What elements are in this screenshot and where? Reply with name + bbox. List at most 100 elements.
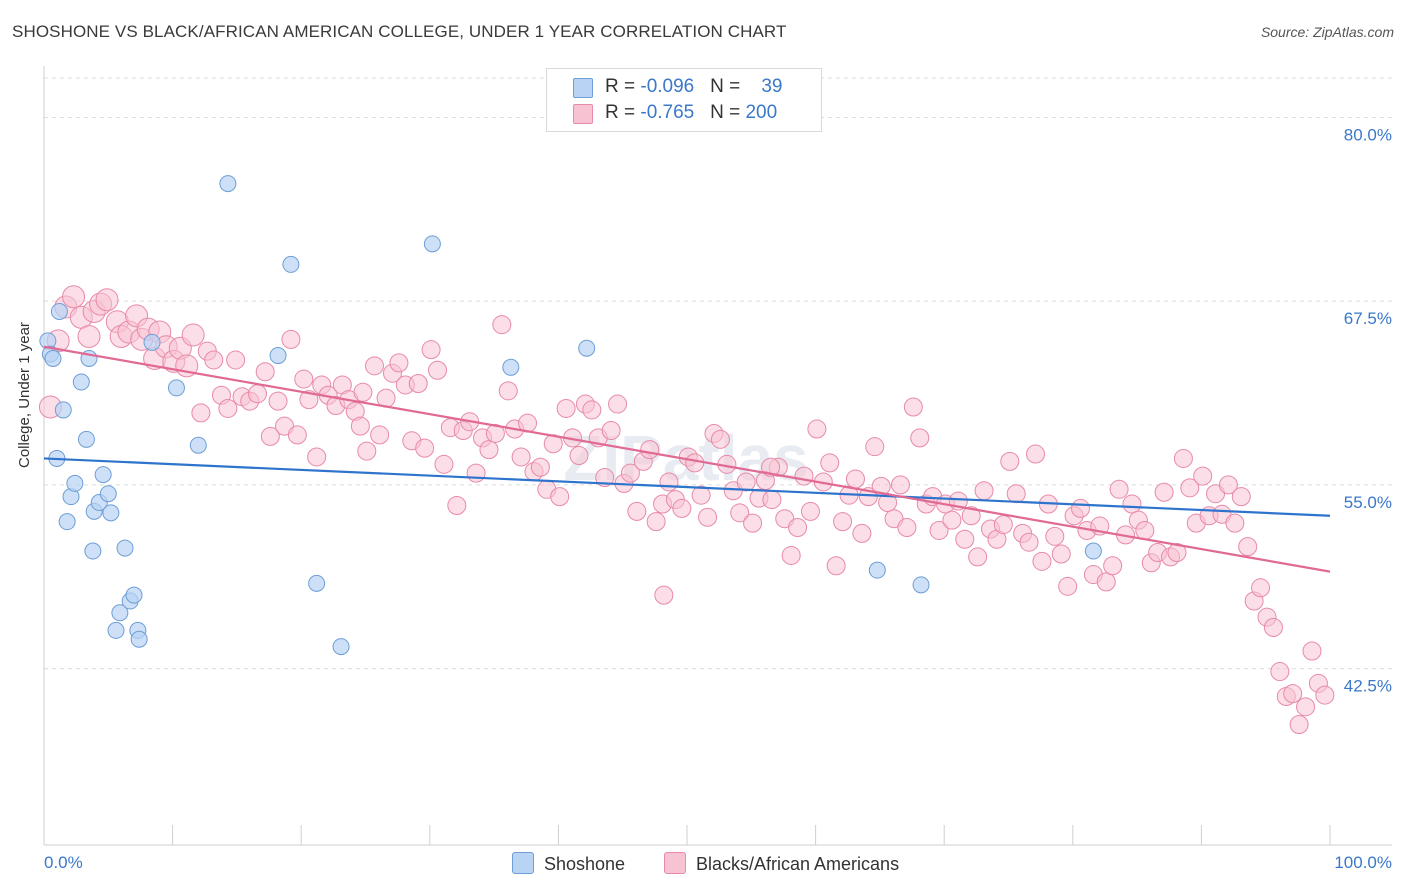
data-point-shoshone bbox=[125, 586, 143, 604]
data-point-black bbox=[710, 429, 730, 449]
data-point-shoshone bbox=[912, 576, 930, 594]
data-point-black bbox=[1315, 685, 1335, 705]
data-point-black bbox=[408, 373, 428, 393]
data-point-black bbox=[736, 472, 756, 492]
data-point-black bbox=[268, 391, 288, 411]
data-point-shoshone bbox=[332, 638, 350, 656]
trend-line-black bbox=[43, 345, 1331, 573]
data-point-black bbox=[942, 510, 962, 530]
data-point-black bbox=[1032, 551, 1052, 571]
data-point-black bbox=[691, 485, 711, 505]
data-point-shoshone bbox=[578, 339, 596, 357]
data-point-black bbox=[1051, 544, 1071, 564]
series-black-african-americans bbox=[38, 285, 1335, 734]
data-point-black bbox=[247, 384, 267, 404]
data-point-black bbox=[1096, 572, 1116, 592]
data-point-black bbox=[1000, 451, 1020, 471]
data-point-black bbox=[968, 547, 988, 567]
legend-item-shoshone[interactable]: Shoshone bbox=[512, 852, 625, 875]
data-point-black bbox=[1045, 526, 1065, 546]
data-point-black bbox=[640, 440, 660, 460]
data-point-black bbox=[62, 285, 86, 309]
data-point-shoshone bbox=[94, 466, 112, 484]
data-point-black bbox=[255, 362, 275, 382]
data-point-shoshone bbox=[50, 302, 68, 320]
data-point-black bbox=[556, 398, 576, 418]
data-point-black bbox=[852, 523, 872, 543]
data-point-black bbox=[181, 323, 205, 347]
data-point-black bbox=[1135, 520, 1155, 540]
data-point-black bbox=[698, 507, 718, 527]
source-label: Source: ZipAtlas.com bbox=[1260, 24, 1394, 40]
data-point-shoshone bbox=[1084, 542, 1102, 560]
data-point-black bbox=[95, 288, 119, 312]
data-point-shoshone bbox=[868, 561, 886, 579]
data-point-shoshone bbox=[308, 574, 326, 592]
n-value-shoshone: 39 bbox=[761, 76, 783, 97]
data-point-shoshone bbox=[58, 513, 76, 531]
n-label: N = bbox=[710, 102, 746, 123]
data-point-black bbox=[1218, 475, 1238, 495]
y-axis-label: College, Under 1 year bbox=[16, 322, 33, 468]
data-point-black bbox=[1154, 482, 1174, 502]
data-point-black bbox=[595, 468, 615, 488]
data-point-shoshone bbox=[72, 373, 90, 391]
data-point-black bbox=[307, 447, 327, 467]
data-point-black bbox=[1006, 484, 1026, 504]
data-point-black bbox=[910, 428, 930, 448]
data-point-black bbox=[743, 513, 763, 533]
r-value-black: -0.765 bbox=[640, 102, 695, 123]
data-point-black bbox=[485, 423, 505, 443]
data-point-shoshone bbox=[84, 542, 102, 560]
shoshone-swatch bbox=[573, 78, 593, 98]
data-point-black bbox=[466, 463, 486, 483]
data-point-shoshone bbox=[423, 235, 441, 253]
data-point-black bbox=[993, 515, 1013, 535]
data-point-black bbox=[730, 503, 750, 523]
data-point-black bbox=[1289, 714, 1309, 734]
data-point-black bbox=[294, 369, 314, 389]
data-point-black bbox=[961, 506, 981, 526]
data-point-black bbox=[1167, 543, 1187, 563]
x-tick-label: 100.0% bbox=[1334, 853, 1392, 872]
data-point-black bbox=[434, 454, 454, 474]
legend-item-black[interactable]: Blacks/African Americans bbox=[664, 852, 899, 875]
data-point-black bbox=[781, 545, 801, 565]
data-point-black bbox=[627, 501, 647, 521]
series-shoshone bbox=[39, 175, 1102, 656]
data-point-black bbox=[350, 416, 370, 436]
data-point-shoshone bbox=[502, 358, 520, 376]
data-point-black bbox=[1238, 537, 1258, 557]
data-point-black bbox=[365, 356, 385, 376]
data-point-black bbox=[820, 453, 840, 473]
black-legend-label: Blacks/African Americans bbox=[696, 854, 900, 874]
data-point-black bbox=[845, 469, 865, 489]
data-point-black bbox=[1231, 487, 1251, 507]
data-point-black bbox=[1058, 576, 1078, 596]
data-point-black bbox=[569, 446, 589, 465]
data-point-black bbox=[357, 441, 377, 461]
data-point-black bbox=[218, 398, 238, 418]
r-label: R = bbox=[605, 102, 641, 123]
grid-lines bbox=[44, 77, 1392, 670]
data-point-black bbox=[582, 400, 602, 420]
data-point-shoshone bbox=[143, 333, 161, 351]
shoshone-legend-swatch bbox=[512, 852, 534, 874]
data-point-shoshone bbox=[66, 474, 84, 492]
data-point-shoshone bbox=[99, 485, 117, 503]
data-point-black bbox=[191, 403, 211, 423]
data-point-black bbox=[762, 490, 782, 510]
n-label: N = bbox=[710, 76, 746, 97]
data-point-black bbox=[428, 360, 448, 380]
data-point-black bbox=[77, 324, 101, 348]
data-point-black bbox=[608, 394, 628, 414]
r-label: R = bbox=[605, 76, 641, 97]
data-point-black bbox=[646, 512, 666, 532]
data-point-shoshone bbox=[130, 630, 148, 648]
data-point-black bbox=[204, 350, 224, 370]
data-point-black bbox=[479, 440, 499, 460]
data-point-black bbox=[890, 475, 910, 495]
data-point-black bbox=[807, 419, 827, 439]
data-point-black bbox=[826, 556, 846, 576]
